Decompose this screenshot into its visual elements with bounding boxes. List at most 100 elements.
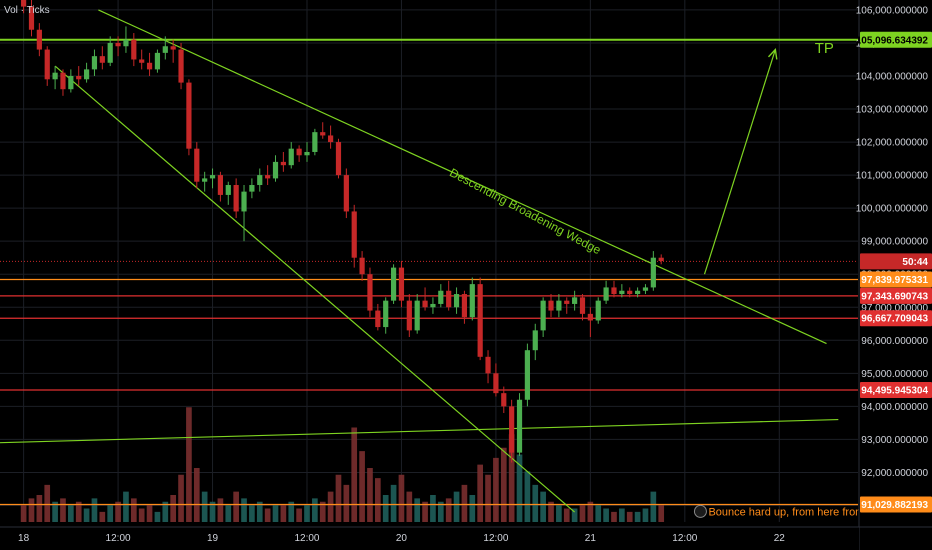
volume-bar [272,505,279,522]
volume-bar [107,505,114,522]
volume-bar [453,491,460,522]
volume-bar [36,495,43,522]
time-tick-label: 21 [585,533,597,544]
candle-body [548,300,554,311]
level-tag-bg[interactable] [860,381,932,398]
volume-bar [406,491,413,522]
time-tick-label: 19 [207,533,219,544]
volume-bars [20,407,665,522]
candle-body [524,350,530,400]
countdown-tag-bg[interactable] [860,253,932,270]
volume-bar [296,508,302,522]
countdown-tag: 50:44 [902,257,928,268]
volume-bar [91,498,98,522]
volume-bar [579,505,586,522]
candle-body [430,303,436,308]
candle-body [296,148,302,156]
volume-bar [186,407,192,522]
time-tick-label: 22 [774,533,786,544]
candle-body [202,178,208,182]
time-axis[interactable]: 18 12:00 19 12:00 20 12:00 21 12:00 22 [0,526,932,550]
volume-bar [123,491,129,522]
volume-bar [99,511,106,522]
candle-body [634,290,641,295]
candle-body [217,175,224,195]
price-tick-label: 94,000.000000 [861,402,928,413]
volume-bar [359,451,365,522]
volume-bar [280,505,287,522]
level-tag-bg[interactable] [860,310,932,327]
candle-body [320,132,326,136]
volume-bar [28,498,35,522]
volume-bar [201,491,208,522]
volume-bar [83,508,90,522]
volume-bar [138,508,145,522]
candle-body [328,135,334,143]
candle-body [390,267,397,301]
candle-body [650,257,656,288]
candle-body [257,175,263,186]
volume-bar [327,491,334,522]
candle-body [572,297,578,304]
volume-bar [319,501,326,522]
volume-bar [170,495,177,522]
candle-body [564,300,570,304]
price-tick-label: 97,000.000000 [861,303,928,314]
candle-body [453,294,460,308]
volume-bar [445,498,452,522]
projection-arrow-shaft[interactable] [703,49,776,275]
price-tick-label: 96,000.000000 [861,336,928,347]
volume-bar [532,484,539,522]
volume-bar [44,484,51,522]
price-tick-label: 103,000.000000 [856,105,929,116]
volume-bar [178,474,184,522]
volume-bar [115,501,121,522]
price-axis[interactable]: 106,000.000000105,000.000000104,000.0000… [856,0,932,550]
volume-bar [390,484,397,522]
level-tag: 96,667.709043 [861,314,928,325]
volume-bar [20,505,27,522]
bounce-annotation: Bounce hard up, from here from HNS [708,506,890,518]
trendline[interactable] [98,9,827,345]
candle-body [509,406,515,453]
candle-body [83,69,90,80]
volume-bar [634,511,641,522]
candle-body [241,191,247,212]
candle-body [461,294,468,318]
candle-body [469,284,475,318]
candle-body [44,49,50,80]
volume-bar [508,434,515,522]
volume-bar [382,495,389,522]
trendlines[interactable] [0,9,839,513]
trendline[interactable] [54,65,576,513]
candle-body [579,297,586,314]
volume-bar [68,505,74,522]
candle-body [170,46,176,50]
candle-body [107,42,113,63]
volume-bar [241,498,247,522]
level-tag-bg[interactable] [860,271,932,288]
price-tick-label: 93,000.000000 [861,435,928,446]
candle-body [154,52,161,70]
time-tick-label: 12:00 [294,533,319,544]
volume-bar [264,508,271,522]
candle-body [280,161,286,166]
time-tick-label: 12:00 [672,533,697,544]
trendline[interactable] [0,418,839,444]
candle-body [501,393,507,407]
horizontal-levels[interactable] [0,38,858,506]
time-tick-label: 12:00 [483,533,508,544]
time-axis-background [0,527,859,550]
candle-body [288,148,294,166]
candle-body [422,300,428,308]
level-tag-bg[interactable] [860,31,932,48]
volume-bar [256,501,263,522]
volume-bar [571,508,578,522]
level-tag-bg[interactable] [860,496,932,513]
volume-bar [146,505,153,522]
level-tag-bg[interactable] [860,287,932,304]
lightning-icon[interactable] [693,504,707,518]
volume-bar [225,505,232,522]
volume-bar [595,505,602,522]
